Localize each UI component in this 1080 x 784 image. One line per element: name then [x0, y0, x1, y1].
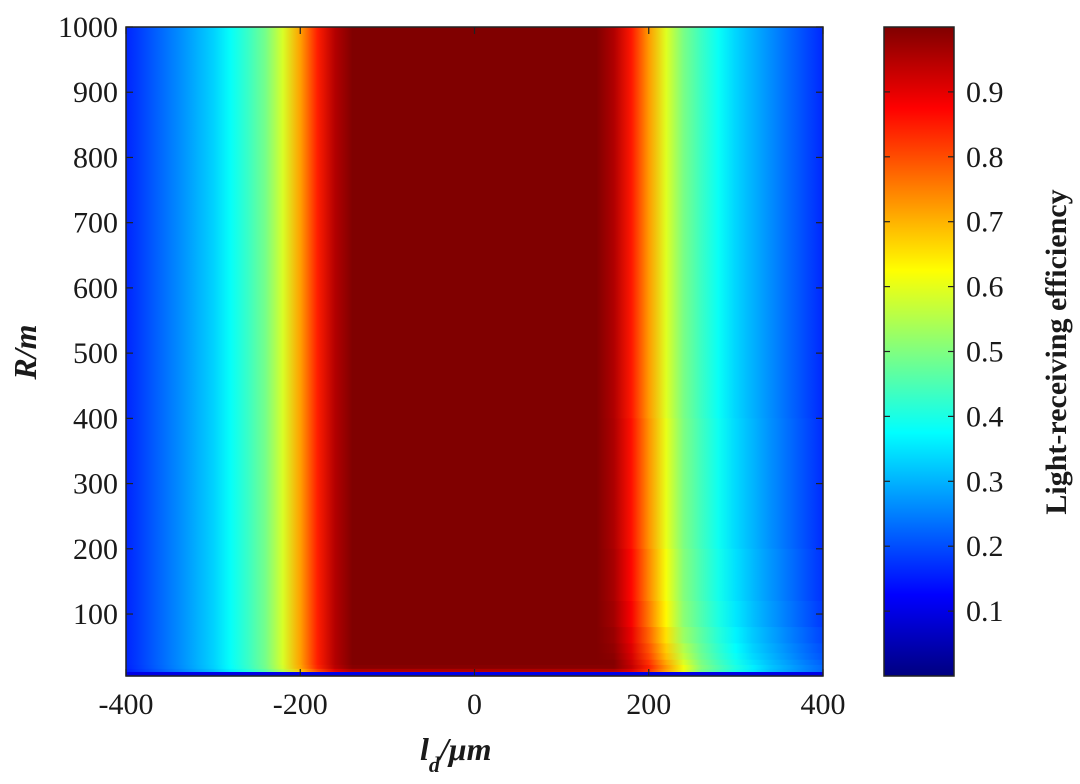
colorbar-tick-label: 0.9 [966, 76, 1004, 109]
x-axis: -400 -200 0 200 400 [99, 27, 846, 721]
y-axis: 100 200 300 400 500 600 700 800 900 1000 [58, 11, 823, 631]
colorbar-gradient [883, 26, 955, 677]
x-tick-label: 0 [467, 688, 482, 721]
heatmap-band [126, 627, 823, 644]
y-tick-label: 800 [73, 141, 118, 174]
heatmap-band [126, 653, 823, 661]
colorbar-tick-label: 0.2 [966, 530, 1004, 563]
x-axis-label: ld/μm [420, 731, 491, 777]
colorbar-label: Light-receiving efficiency [1040, 189, 1073, 514]
x-tick-label: -400 [99, 688, 154, 721]
heatmap-band [126, 27, 823, 419]
y-tick-label: 300 [73, 468, 118, 501]
colorbar-tick-label: 0.3 [966, 465, 1004, 498]
y-tick-label: 100 [73, 598, 118, 631]
heatmap [126, 27, 823, 677]
colorbar-tick-label: 0.6 [966, 271, 1004, 304]
y-tick-label: 400 [73, 402, 118, 435]
heatmap-band [126, 600, 823, 628]
y-tick-label: 900 [73, 76, 118, 109]
x-tick-label: -200 [273, 688, 328, 721]
colorbar-tick-label: 0.5 [966, 336, 1004, 369]
colorbar-tick-label: 0.7 [966, 206, 1004, 239]
y-tick-label: 200 [73, 533, 118, 566]
heatmap-band [126, 418, 823, 550]
x-tick-label: 200 [626, 688, 671, 721]
y-tick-label: 1000 [58, 11, 118, 44]
x-tick-label: 400 [801, 688, 846, 721]
colorbar-tick-label: 0.1 [966, 595, 1004, 628]
y-tick-label: 600 [73, 272, 118, 305]
heatmap-band [126, 548, 823, 602]
heatmap-band [126, 643, 823, 654]
y-axis-label: R/m [7, 324, 43, 380]
heatmap-band [126, 659, 823, 666]
colorbar-tick-label: 0.4 [966, 400, 1004, 433]
colorbar-tick-label: 0.8 [966, 141, 1004, 174]
y-tick-label: 700 [73, 207, 118, 240]
colorbar: 0.1 0.2 0.3 0.4 0.5 0.6 0.7 0.8 0.9 [883, 26, 1004, 677]
y-tick-label: 500 [73, 337, 118, 370]
heatmap-band [126, 664, 823, 670]
